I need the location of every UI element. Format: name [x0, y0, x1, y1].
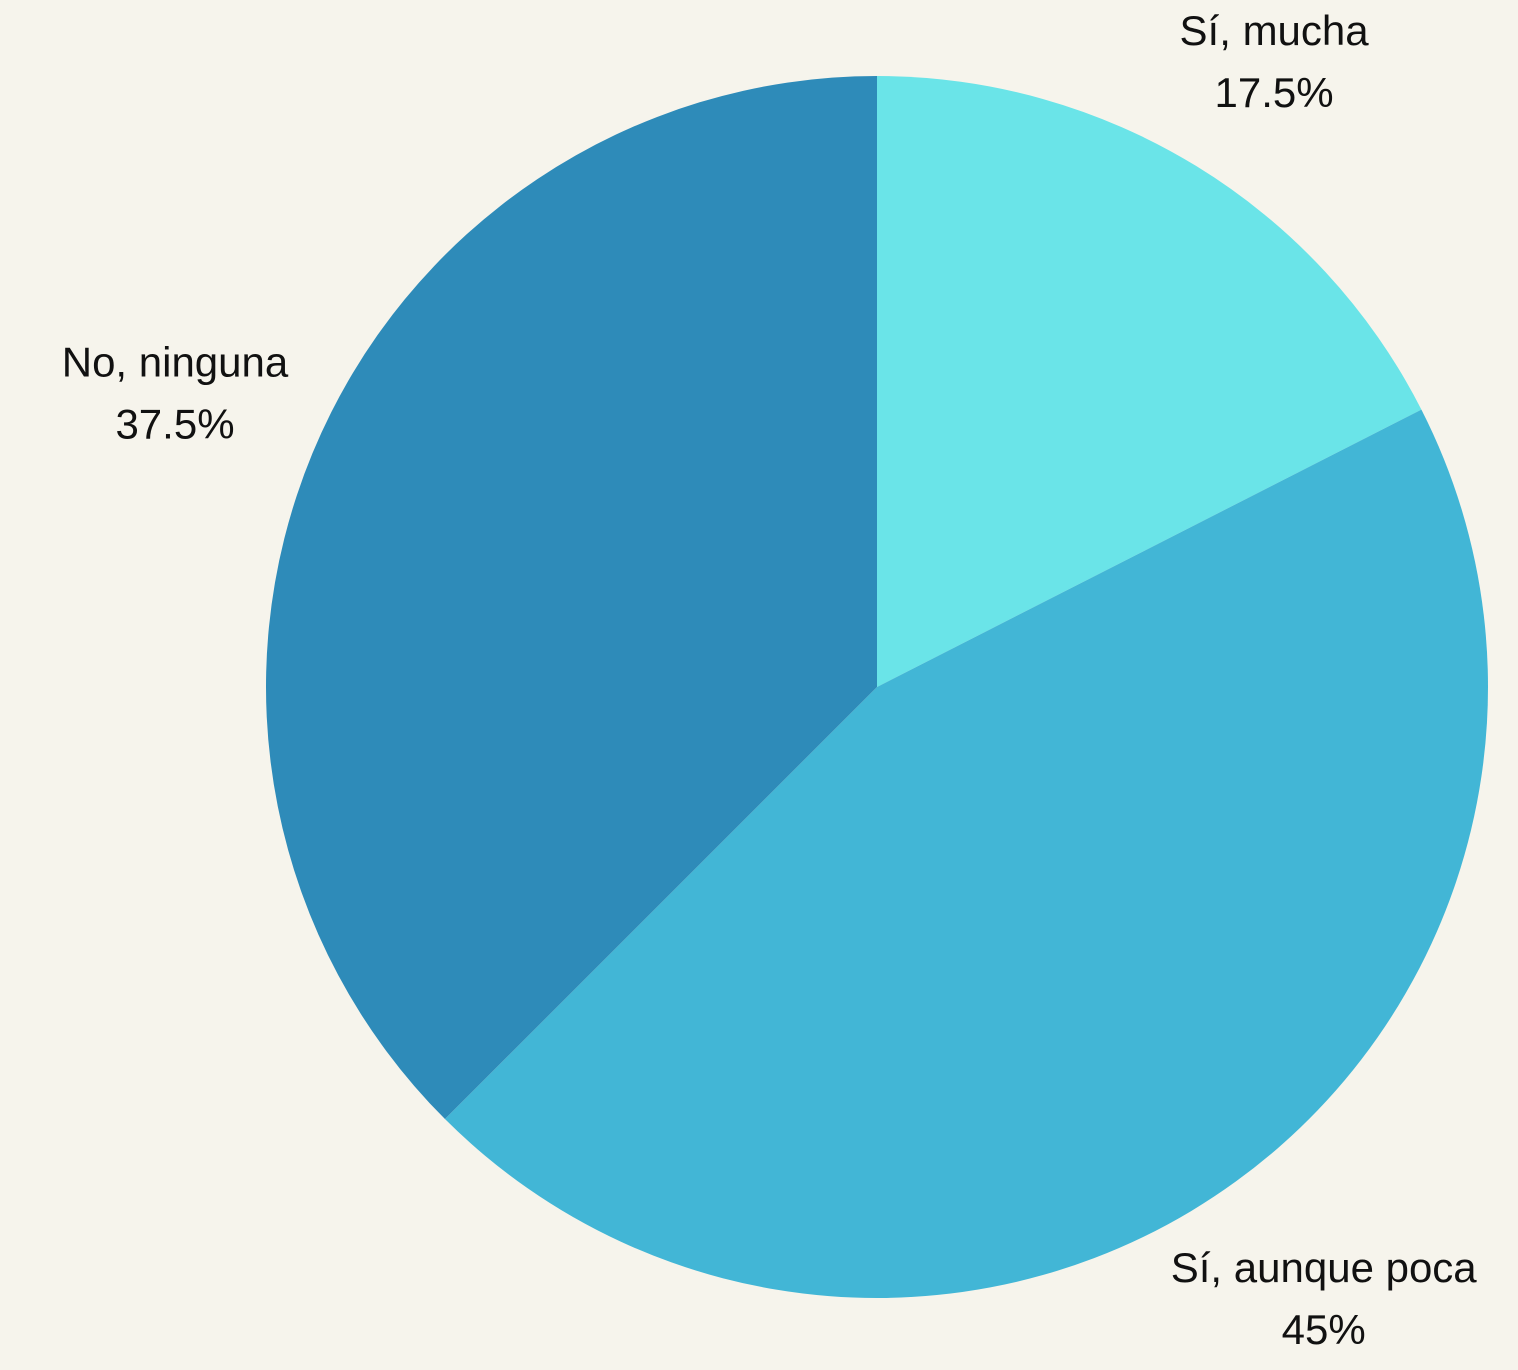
slice-value-label: 17.5% [1215, 69, 1334, 116]
slice-label: Sí, mucha [1180, 7, 1370, 54]
slice-label: No, ninguna [62, 338, 289, 385]
pie-slice [266, 75, 877, 1120]
pie-slice [877, 76, 1422, 687]
slice-label: Sí, aunque poca [1171, 1244, 1478, 1291]
slice-value-label: 45% [1282, 1306, 1366, 1353]
pie-slice [444, 409, 1488, 1299]
slice-value-label: 37.5% [115, 400, 234, 447]
